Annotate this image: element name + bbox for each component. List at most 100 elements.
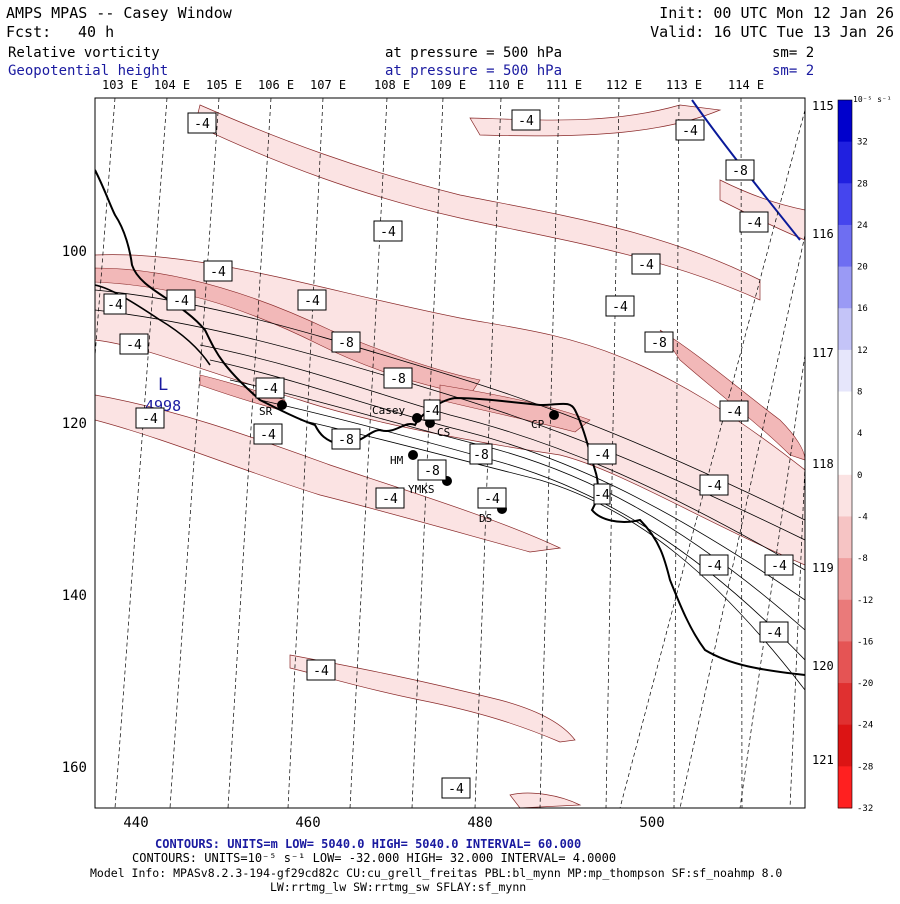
footer-contours-vorticity: CONTOURS: UNITS=10⁻⁵ s⁻¹ LOW= -32.000 HI…: [132, 851, 616, 865]
low-pressure-symbol: L: [158, 375, 168, 395]
contour-label: -8: [732, 164, 748, 179]
colorbar-swatch: [838, 349, 852, 393]
contour-label-box: -4: [187, 112, 217, 134]
x-tick-label: 440: [123, 815, 148, 831]
contour-label: -4: [682, 124, 698, 139]
contour-label: -4: [126, 338, 142, 353]
contour-label-box: -4: [203, 260, 233, 282]
contour-label-box: -4: [593, 483, 611, 505]
station-label-cs: CS: [437, 426, 450, 439]
colorbar-label: -4: [857, 512, 868, 522]
graticule: [95, 98, 805, 808]
colorbar-label: 28: [857, 179, 868, 189]
contour-label-box: -4: [423, 399, 441, 421]
station-marker: [408, 450, 418, 460]
contour-label-box: -4: [306, 659, 336, 681]
contour-label: -4: [594, 488, 610, 503]
lon-label-top: 108 E: [374, 78, 410, 92]
field2-name: Geopotential height: [8, 63, 168, 79]
colorbar-swatch: [838, 308, 852, 351]
colorbar-swatch: [838, 683, 852, 726]
y-tick-label: 160: [62, 760, 87, 776]
contour-label-box: -4: [297, 289, 327, 311]
field2-sm: sm= 2: [772, 63, 814, 79]
height-contour: [259, 399, 805, 661]
colorbar-labels: 32 28 24 20 16 12 8 4 0 -4 -8 -12 -16 -20 -24 -28 -32: [857, 138, 873, 814]
contour-label-box: -4: [511, 109, 541, 131]
contour-label: -8: [390, 372, 406, 387]
colorbar-swatch: [838, 641, 852, 684]
header-title: AMPS MPAS -- Casey Window: [6, 4, 233, 22]
y-tick-label: 140: [62, 588, 87, 604]
contour-label: -4: [142, 412, 158, 427]
contour-label: -4: [638, 258, 654, 273]
contour-label: -8: [651, 336, 667, 351]
station-label-sr: SR: [259, 405, 273, 418]
lon-label-top: 105 E: [206, 78, 242, 92]
meridian: [619, 109, 805, 808]
station-marker: [549, 410, 559, 420]
y-axis-ticks: 100 120 140 160: [62, 244, 87, 776]
station-marker: [277, 400, 287, 410]
header-valid: Valid: 16 UTC Tue 13 Jan 26: [650, 23, 894, 41]
colorbar: [837, 99, 853, 809]
footer-contours-height: CONTOURS: UNITS=m LOW= 5040.0 HIGH= 5040…: [155, 837, 581, 851]
colorbar-label: 12: [857, 346, 868, 356]
top-longitude-labels: 103 E 104 E 105 E 106 E 107 E 108 E 109 …: [102, 78, 764, 92]
field1-name: Relative vorticity: [8, 45, 160, 61]
contour-label: -4: [107, 298, 123, 313]
colorbar-swatch: [838, 433, 852, 476]
contour-label: -4: [594, 448, 610, 463]
contour-label: -4: [173, 294, 189, 309]
contour-label-box: -4: [441, 777, 471, 799]
contour-label: -4: [260, 428, 276, 443]
vorticity-shading-strong: [95, 267, 805, 461]
colorbar-swatch: [838, 100, 852, 143]
station-label-ymks: YMKS: [408, 483, 435, 496]
contour-label-box: -4: [739, 211, 769, 233]
colorbar-swatch: [838, 599, 852, 642]
contour-label-box: -8: [417, 459, 447, 481]
contour-label: -8: [338, 433, 354, 448]
colorbar-label: 32: [857, 138, 868, 148]
x-tick-label: 500: [639, 815, 664, 831]
colorbar-swatch: [838, 766, 852, 809]
plot-frame: [94, 97, 806, 809]
colorbar-label: 24: [857, 221, 868, 231]
meridian: [673, 98, 680, 808]
shade-band: [509, 792, 582, 808]
station-marker: [412, 413, 422, 423]
contour-label-box: -4: [587, 443, 617, 465]
header-init: Init: 00 UTC Mon 12 Jan 26: [659, 4, 894, 22]
contour-label-box: -8: [469, 443, 493, 465]
contour-label-box: -4: [605, 295, 635, 317]
contour-label-box: -4: [699, 554, 729, 576]
contour-label-box: -4: [719, 400, 749, 422]
contour-label: -4: [706, 559, 722, 574]
contour-label: -4: [210, 265, 226, 280]
contour-label: -8: [338, 336, 354, 351]
contour-label: -4: [313, 664, 329, 679]
contour-label: -4: [382, 492, 398, 507]
colorbar-unit: 10⁻⁵ s⁻¹: [853, 95, 892, 104]
colorbar-label: -8: [857, 554, 868, 564]
plot-content: SR Casey CS CP HM YMKS DS L 4998 -4 -4 -…: [95, 98, 805, 808]
height-contour: [209, 359, 805, 601]
colorbar-swatch: [838, 516, 852, 559]
contour-label: -4: [746, 216, 762, 231]
meridian: [539, 98, 560, 808]
height-contour: [199, 344, 805, 571]
colorbar-frame: [837, 99, 853, 809]
lon-label-top: 103 E: [102, 78, 138, 92]
station-label-casey: Casey: [372, 404, 405, 417]
lon-label-top: 113 E: [666, 78, 702, 92]
contour-label: -4: [612, 300, 628, 315]
station-label-ds: DS: [479, 512, 492, 525]
lon-label-top: 110 E: [488, 78, 524, 92]
colorbar-label: 16: [857, 304, 868, 314]
lon-label-top: 112 E: [606, 78, 642, 92]
colorbar-label: -24: [857, 721, 873, 731]
colorbar-label: 4: [857, 429, 862, 439]
contour-label: -4: [380, 225, 396, 240]
